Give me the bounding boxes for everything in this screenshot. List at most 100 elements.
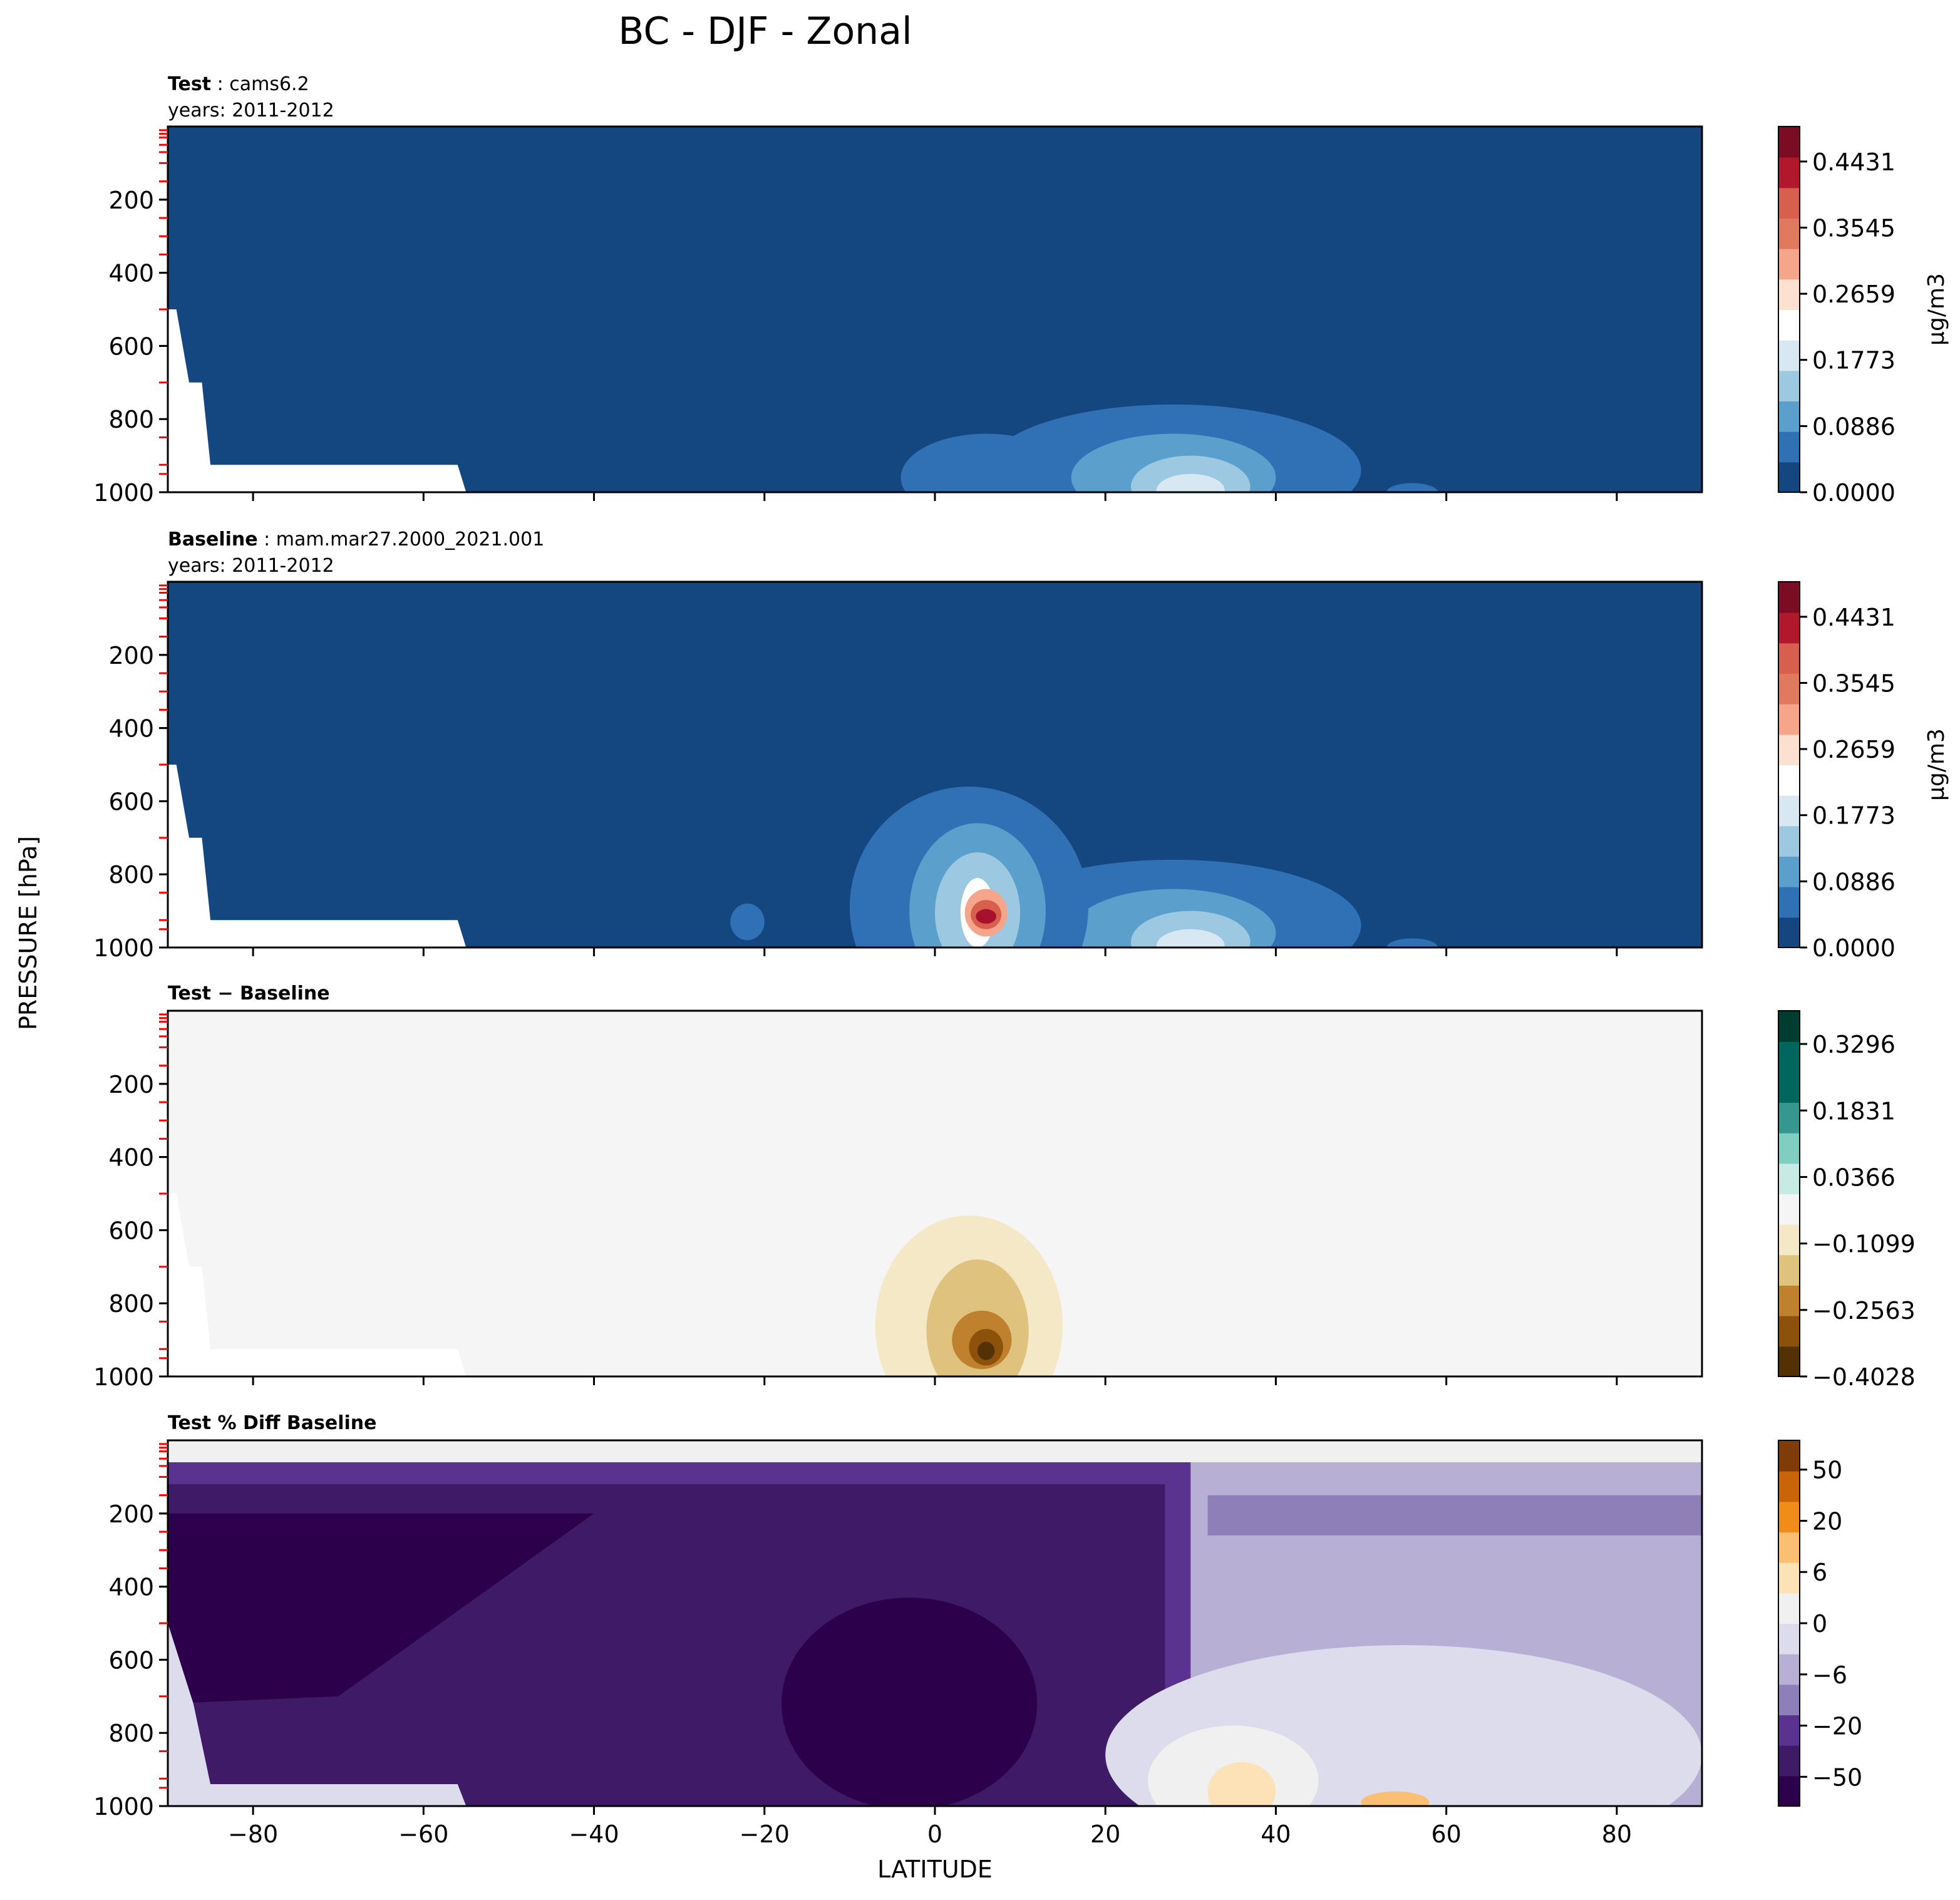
contour-level8	[976, 909, 996, 924]
panel-title-bold: Baseline	[168, 529, 258, 550]
field	[168, 1011, 1702, 1376]
colorbar-tick-label: −50	[1812, 1763, 1862, 1791]
contour-level4	[1156, 473, 1225, 492]
colorbar-segment	[1778, 703, 1800, 735]
colorbar-segment	[1778, 1684, 1800, 1715]
y-tick-label: 200	[108, 1071, 154, 1098]
colorbar-tick-label: 0.1773	[1812, 802, 1896, 830]
colorbar-segment	[1778, 1011, 1800, 1042]
panel-title: Baseline : mam.mar27.2000_2021.001	[168, 529, 544, 550]
contour-deep	[168, 1513, 594, 1704]
colorbar: 50 20 6 0 −6 −20 −50	[1778, 1440, 1862, 1807]
colorbar-tick-label: −0.1099	[1812, 1231, 1916, 1258]
colorbar-segment	[1778, 886, 1800, 918]
colorbar-segment	[1778, 401, 1800, 432]
panel-4: Test % Diff Baseline2004006008001000−80−…	[93, 1412, 1862, 1848]
colorbar-frame	[1778, 1010, 1800, 1377]
y-tick-label: 600	[108, 1217, 154, 1244]
field	[168, 126, 1702, 492]
colorbar-segment	[1778, 1254, 1800, 1286]
colorbar-tick-label: 0.0886	[1812, 868, 1896, 896]
colorbar-tick-label: 0.1773	[1812, 347, 1896, 374]
panel-title: Test : cams6.2	[168, 73, 309, 95]
x-tick-label: 20	[1090, 1820, 1120, 1848]
colorbar-segment	[1778, 1470, 1800, 1502]
y-tick-label: 800	[108, 861, 154, 889]
colorbar-segment	[1778, 856, 1800, 887]
colorbar-segment	[1778, 673, 1800, 705]
colorbar-segment	[1778, 339, 1800, 371]
y-tick-label: 600	[108, 333, 154, 360]
y-tick-label: 200	[108, 1500, 154, 1528]
colorbar-tick-label: 0.0886	[1812, 413, 1896, 440]
colorbar-tick-label: 50	[1812, 1457, 1842, 1484]
contour-orange1	[1207, 1762, 1276, 1806]
panel-title: Test % Diff Baseline	[168, 1412, 377, 1434]
colorbar-tick-label: 0.1831	[1812, 1097, 1896, 1125]
panel-3: Test − Baseline 200 400 600 800 1000 0.3296 0.1…	[93, 983, 1916, 1391]
field	[168, 1440, 1702, 1806]
missing-surface	[168, 765, 467, 947]
colorbar-tick-label: 0	[1812, 1610, 1827, 1638]
colorbar-tick-label: 0.3545	[1812, 214, 1896, 242]
y-tick-label: 400	[108, 1574, 154, 1601]
colorbar-segment	[1778, 795, 1800, 827]
contour-surface	[168, 1623, 467, 1806]
contour-deep	[781, 1598, 1038, 1806]
colorbar-segment	[1778, 1745, 1800, 1777]
colorbar-label: μg/m3	[1924, 728, 1949, 801]
panel-1: Test : cams6.2 years: 2011-2012 200 400 600 8…	[93, 73, 1949, 507]
contour-light1	[1207, 1495, 1702, 1536]
panel-title-name: : mam.mar27.2000_2021.001	[258, 529, 545, 550]
colorbar-segment	[1778, 643, 1800, 674]
colorbar-segment	[1778, 309, 1800, 341]
panel-2: Baseline : mam.mar27.2000_2021.001 years:…	[93, 529, 1949, 962]
field	[168, 582, 1702, 947]
colorbar-segment	[1778, 126, 1800, 158]
colorbar-segment	[1778, 612, 1800, 644]
colorbar-segment	[1778, 1501, 1800, 1532]
missing-surface	[168, 1194, 467, 1376]
colorbar-segment	[1778, 1132, 1800, 1164]
colorbar-segment	[1778, 1623, 1800, 1655]
colorbar-segment	[1778, 1440, 1800, 1472]
colorbar-tick-label: 6	[1812, 1559, 1827, 1586]
colorbar-tick-label: 0.2659	[1812, 281, 1896, 308]
colorbar-tick-label: −0.4028	[1812, 1363, 1916, 1391]
x-tick-label: −20	[740, 1820, 790, 1848]
colorbar-tick-label: 0.2659	[1812, 736, 1896, 763]
figure-xlabel: LATITUDE	[877, 1856, 993, 1883]
panel-years: years: 2011-2012	[168, 555, 334, 577]
y-tick-label: 200	[108, 642, 154, 669]
colorbar-segment	[1778, 157, 1800, 188]
y-tick-label: 1000	[93, 934, 154, 962]
y-tick-label: 400	[108, 715, 154, 743]
contour-level5	[977, 1341, 995, 1360]
x-tick-label: −60	[398, 1820, 448, 1848]
colorbar-segment	[1778, 1653, 1800, 1685]
colorbar-tick-label: 0.3545	[1812, 669, 1896, 697]
colorbar-segment	[1778, 462, 1800, 493]
colorbar-tick-label: 0.0366	[1812, 1164, 1896, 1191]
figure-ylabel: PRESSURE [hPa]	[14, 836, 42, 1030]
contour-level4	[1156, 929, 1225, 947]
colorbar-tick-label: 0.4431	[1812, 148, 1896, 176]
panel-title-bold: Test % Diff Baseline	[168, 1412, 377, 1434]
missing-surface	[168, 309, 467, 492]
x-tick-label: 80	[1602, 1820, 1632, 1848]
y-tick-label: 200	[108, 187, 154, 214]
colorbar-tick-label: −20	[1812, 1713, 1862, 1740]
panel-title-bold: Test	[168, 73, 211, 95]
colorbar-label: μg/m3	[1924, 273, 1949, 346]
contour-upper-neutral	[168, 1440, 1702, 1463]
colorbar-segment	[1778, 248, 1800, 280]
x-tick-label: 0	[927, 1820, 942, 1848]
y-tick-label: 1000	[93, 1363, 154, 1391]
colorbar: 0.4431 0.3545 0.2659 0.1773 0.0886 0.0000 μg/m…	[1778, 581, 1949, 962]
colorbar-tick-label: 0.0000	[1812, 479, 1896, 507]
y-tick-label: 800	[108, 406, 154, 433]
panel-years: years: 2011-2012	[168, 100, 334, 121]
colorbar-segment	[1778, 1163, 1800, 1194]
colorbar-tick-label: −6	[1812, 1661, 1847, 1689]
